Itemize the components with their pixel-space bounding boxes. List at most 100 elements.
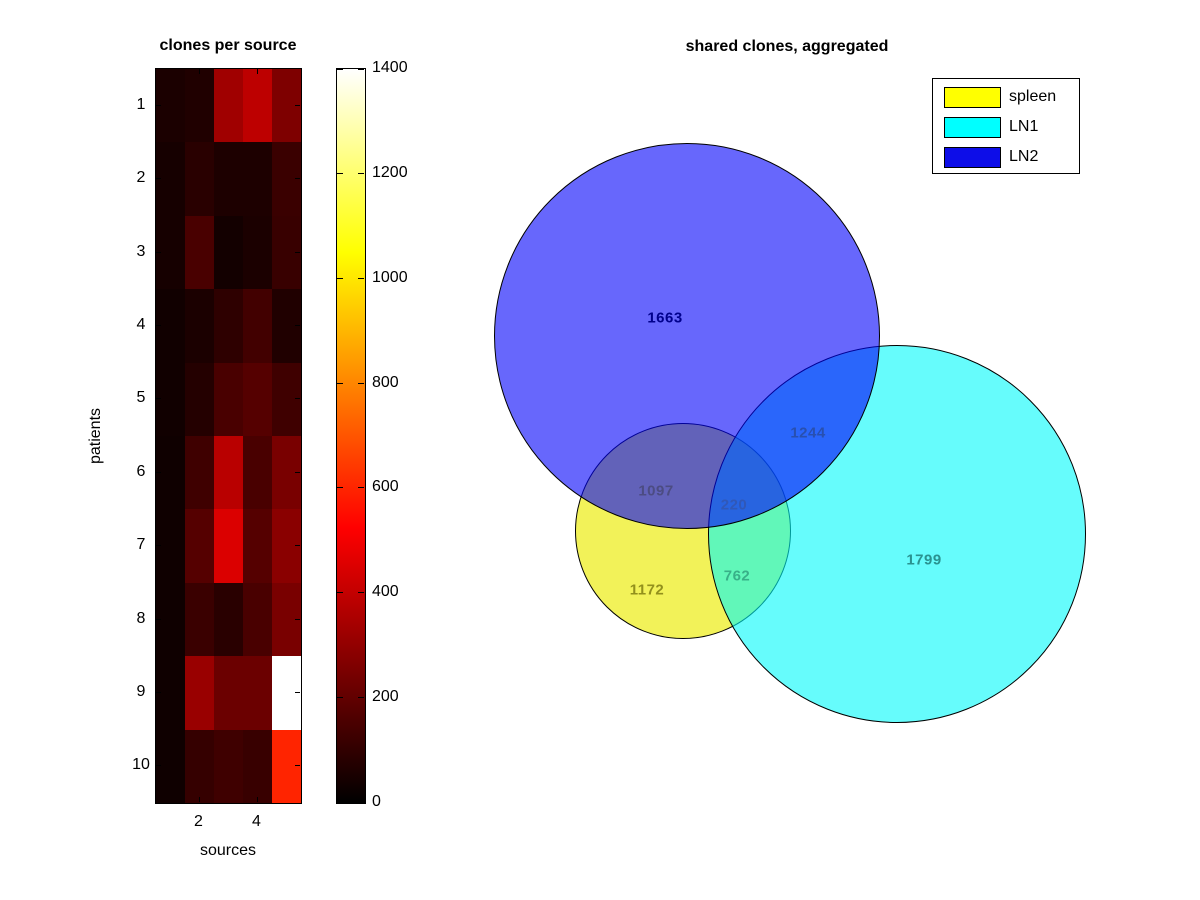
heatmap-cell-r2-c5 <box>272 142 301 216</box>
heatmap-cell-r6-c3 <box>214 436 243 510</box>
colorbar-tick-label-1400: 1400 <box>372 59 408 76</box>
legend-label-LN2: LN2 <box>1009 148 1039 165</box>
heatmap-cell-r7-c3 <box>214 509 243 583</box>
x-axis-label: sources <box>199 842 257 859</box>
heatmap-cell-r4-c4 <box>243 289 272 363</box>
colorbar-tick-left-1400 <box>337 69 343 70</box>
heatmap-title: clones per source <box>159 37 297 54</box>
x-tick-bottom-4 <box>256 797 258 802</box>
heatmap-cell-r3-c2 <box>185 215 214 290</box>
venn-count-LN1_only: 1799 <box>906 551 942 569</box>
heatmap-cell-r4-c3 <box>214 289 243 363</box>
colorbar-tick-left-200 <box>337 697 343 699</box>
colorbar-tick-left-1200 <box>337 172 343 174</box>
y-tick-left-6 <box>156 471 161 473</box>
y-tick-label-9: 9 <box>136 682 146 700</box>
legend-item-LN1: LN1 <box>944 116 1038 138</box>
heatmap-cell-r10-c3 <box>214 729 243 803</box>
y-tick-label-10: 10 <box>132 756 150 774</box>
y-tick-right-10 <box>295 765 300 767</box>
colorbar-tick-right-1200 <box>358 172 364 174</box>
y-tick-right-6 <box>295 471 300 473</box>
y-tick-label-3: 3 <box>136 242 146 260</box>
heatmap-cell-r1-c3 <box>214 69 243 143</box>
y-tick-right-8 <box>295 618 300 620</box>
heatmap-cell-r7-c2 <box>185 509 214 583</box>
y-tick-right-2 <box>295 178 300 180</box>
y-tick-label-2: 2 <box>136 169 146 187</box>
colorbar-tick-right-1000 <box>358 277 364 279</box>
heatmap-cell-r9-c3 <box>214 656 243 730</box>
x-tick-label-2: 2 <box>194 813 203 830</box>
colorbar-tick-label-1200: 1200 <box>372 163 408 181</box>
colorbar-tick-left-400 <box>337 592 343 594</box>
y-tick-label-6: 6 <box>136 462 146 480</box>
colorbar-tick-label-0: 0 <box>372 793 381 810</box>
heatmap-cell-r10-c1 <box>156 729 185 803</box>
heatmap-cell-r5-c2 <box>185 362 214 436</box>
y-tick-left-1 <box>156 104 161 106</box>
x-tick-top-2 <box>198 69 200 74</box>
colorbar-tick-right-1400 <box>358 69 364 70</box>
y-tick-left-9 <box>156 691 161 693</box>
heatmap-cell-r7-c4 <box>243 509 272 583</box>
y-tick-label-7: 7 <box>136 536 146 554</box>
colorbar-tick-label-600: 600 <box>372 478 399 496</box>
heatmap-cell-r5-c5 <box>272 362 301 436</box>
colorbar-tick-label-200: 200 <box>372 688 399 706</box>
y-tick-right-5 <box>295 398 300 400</box>
colorbar-tick-label-400: 400 <box>372 583 399 601</box>
colorbar-tick-left-0 <box>337 800 343 801</box>
y-tick-right-4 <box>295 324 300 326</box>
y-tick-right-9 <box>295 691 300 693</box>
venn-count-spleen_LN2: 1097 <box>638 482 674 500</box>
legend-swatch-LN1 <box>944 116 1001 138</box>
heatmap-cell-r10-c5 <box>272 729 301 803</box>
venn-count-LN2_only: 1663 <box>647 309 683 327</box>
heatmap-cell-r8-c4 <box>243 582 272 657</box>
heatmap-cell-r1-c2 <box>185 69 214 143</box>
legend-item-spleen: spleen <box>944 86 1056 108</box>
heatmap-cell-r7-c5 <box>272 509 301 583</box>
venn-count-spleen_LN1: 762 <box>723 567 751 585</box>
heatmap-cell-r6-c2 <box>185 436 214 510</box>
venn-title: shared clones, aggregated <box>685 38 889 55</box>
heatmap-cell-r10-c2 <box>185 729 214 803</box>
venn-count-spleen_LN1_LN2: 220 <box>720 496 748 514</box>
legend-swatch-LN2 <box>944 146 1001 168</box>
y-tick-right-1 <box>295 104 300 106</box>
colorbar-tick-left-1000 <box>337 277 343 279</box>
colorbar-tick-left-800 <box>337 382 343 384</box>
heatmap-cell-r8-c3 <box>214 582 243 657</box>
heatmap-cell-r9-c5 <box>272 656 301 730</box>
y-tick-label-8: 8 <box>136 609 146 627</box>
colorbar <box>336 68 366 804</box>
colorbar-tick-left-600 <box>337 487 343 489</box>
heatmap-cell-r5-c1 <box>156 362 185 436</box>
heatmap-cell-r4-c2 <box>185 289 214 363</box>
y-axis-label: patients <box>87 407 104 465</box>
y-tick-left-10 <box>156 765 161 767</box>
heatmap-cell-r2-c3 <box>214 142 243 216</box>
y-tick-left-5 <box>156 398 161 400</box>
heatmap-cell-r8-c2 <box>185 582 214 657</box>
heatmap-cell-r5-c3 <box>214 362 243 436</box>
y-tick-left-8 <box>156 618 161 620</box>
heatmap-cell-r4-c5 <box>272 289 301 363</box>
x-tick-top-4 <box>256 69 258 74</box>
y-tick-left-2 <box>156 178 161 180</box>
heatmap-cell-r6-c1 <box>156 436 185 510</box>
heatmap-cell-r6-c4 <box>243 436 272 510</box>
legend-label-LN1: LN1 <box>1009 118 1039 135</box>
y-tick-right-7 <box>295 545 300 547</box>
heatmap-cell-r2-c2 <box>185 142 214 216</box>
x-tick-label-4: 4 <box>252 813 261 830</box>
colorbar-tick-label-1000: 1000 <box>372 268 408 286</box>
heatmap-cell-r2-c1 <box>156 142 185 216</box>
x-tick-bottom-2 <box>198 797 200 802</box>
heatmap-cell-r6-c5 <box>272 436 301 510</box>
heatmap-cell-r5-c4 <box>243 362 272 436</box>
heatmap-cell-r7-c1 <box>156 509 185 583</box>
legend-label-spleen: spleen <box>1009 88 1057 105</box>
y-tick-left-3 <box>156 251 161 253</box>
